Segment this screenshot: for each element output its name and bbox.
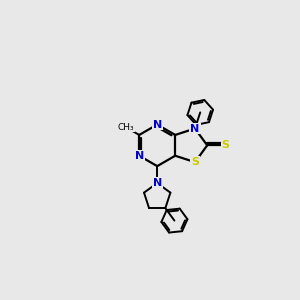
Text: S: S [191,157,199,167]
Text: N: N [153,119,162,130]
Text: S: S [222,140,230,150]
Text: CH₃: CH₃ [118,123,134,132]
Text: N: N [153,178,162,188]
Text: N: N [135,151,144,161]
Text: N: N [190,124,200,134]
